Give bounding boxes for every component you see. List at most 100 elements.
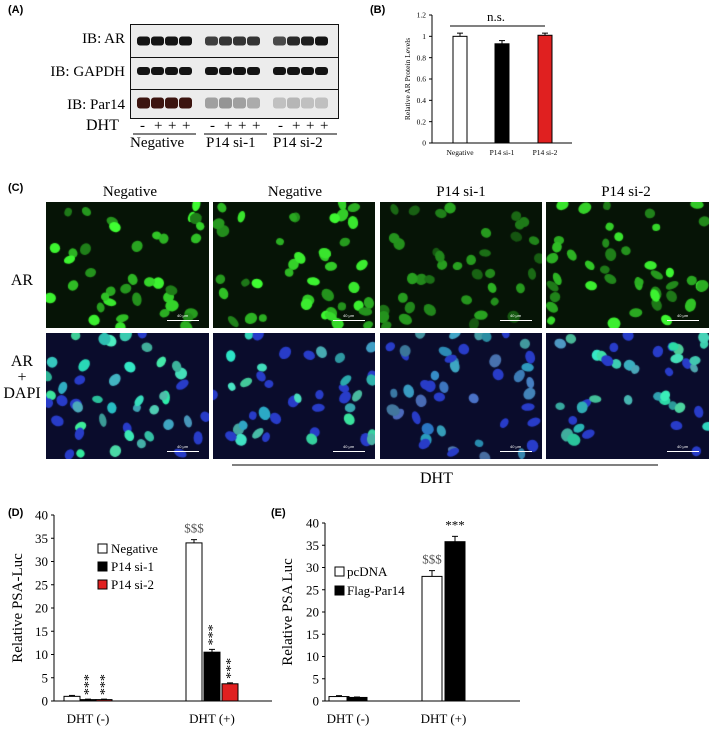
group-label-negative: Negative [130,135,185,151]
chart-b: 0 0.2 0.4 0.6 0.8 1 1.2 Negative P14 si-1 P14 si-… [403,9,572,157]
blot-band [137,36,150,46]
chart-b-ylabel: Relative AR Protein Levels [403,38,412,120]
chart-e-ylabel: Relative PSA Luc [280,558,296,666]
micrograph-ar-dapi [213,333,375,459]
chart-d-legend-swatch [97,543,108,554]
scale-bar [333,320,365,321]
scale-bar [167,451,199,452]
panel-b-letter: (B) [370,4,386,16]
scale-bar [500,451,532,452]
row-label-ar-dapi: AR + DAPI [3,353,41,402]
blot-band [315,67,328,75]
chart-e-ytick-label: 0 [313,694,320,709]
blot-band [151,36,164,46]
dht-sign: - [210,118,215,134]
chart-e-sig-label: *** [445,517,465,532]
blot-band [165,97,178,109]
dht-sign: + [154,118,163,134]
chart-e-ytick-label: 25 [306,582,319,597]
scale-bar [167,320,199,321]
chart-b-xtick-label: Negative [446,148,474,157]
chart-e-legend-swatch [334,566,345,577]
micrograph-ar-dapi [46,333,209,459]
chart-d-bar [79,699,97,702]
chart-d-sig-label: *** [98,674,113,695]
col-label-3: P14 si-1 [436,184,486,200]
blot-band [151,97,164,109]
chart-d-legend-label: P14 si-2 [111,577,154,592]
chart-d-ytick-label: 0 [42,694,49,709]
chart-d-xtick-label: DHT (+) [189,711,235,726]
dht-sign: - [278,118,283,134]
scale-bar [500,320,532,321]
chart-e-legend-swatch [334,585,345,596]
chart-b-ytick-label: 0.4 [417,96,427,105]
dht-sign: + [182,118,191,134]
chart-b-ytick-label: 0 [422,139,426,148]
chart-b-xtick-label: P14 si-1 [490,148,515,157]
blot-band [287,36,300,46]
chart-d-legend-swatch [97,561,108,572]
blot-band [165,67,178,75]
blot-band [301,36,314,46]
dht-sign: + [292,118,301,134]
blot-band [151,67,164,75]
panel-e-letter: (E) [271,507,286,519]
chart-d-xtick-label: DHT (-) [67,711,110,726]
micrograph-ar-dapi [546,333,709,459]
chart-b-xtick-label: P14 si-2 [533,148,558,157]
chart-b-ytick-label: 1 [422,32,426,41]
chart-d-ylabel: Relative PSA-Luc [10,553,26,663]
chart-d-legend-label: P14 si-1 [111,559,154,574]
blot-band [247,36,260,46]
blot-band [315,97,328,109]
dht-sign: + [252,118,261,134]
blot-gapdh [130,57,339,90]
scale-bar-label: 40 μm [343,444,355,449]
chart-b-ytick-label: 0.8 [417,53,427,62]
chart-e-xtick-label: DHT (-) [327,711,370,726]
panel-d-letter: (D) [8,507,24,519]
blot-band [247,67,260,75]
chart-e-ytick-label: 5 [313,671,320,686]
chart-b-ytick-label: 0.6 [417,75,427,84]
chart-e-bar [328,696,350,702]
blot-band [205,36,218,46]
chart-d-legend-swatch [97,579,108,590]
dht-bracket-label: DHT [420,470,453,487]
blot-band [205,67,218,75]
chart-e-legend-label: pcDNA [347,564,388,579]
scale-bar-label: 40 μm [677,313,689,318]
chart-d-bar [203,651,221,702]
dht-sign: + [320,118,329,134]
chart-e-ytick-label: 20 [306,605,319,620]
scale-bar-label: 40 μm [343,313,355,318]
chart-d-sig-label: *** [82,674,97,695]
micrograph-ar [46,202,209,328]
blot-band [137,67,150,75]
scale-bar-label: 40 μm [510,313,522,318]
chart-d-bar [221,683,239,702]
chart-b-bar [537,34,553,144]
chart-e: 0 5 10 15 20 25 30 35 40 $$$ *** DHT (-) DHT (+) Rela… [280,516,520,726]
micrograph-ar [213,202,375,328]
chart-e-ytick-label: 40 [306,516,319,531]
blot-band [273,67,286,75]
blot-band [219,36,232,46]
chart-d-bar [63,695,81,702]
scale-bar-label: 40 μm [510,444,522,449]
blot-band [301,67,314,75]
blot-band [165,36,178,46]
blot-band [233,67,246,75]
blot-band [287,97,300,109]
dht-sign: + [306,118,315,134]
micrograph-ar [380,202,542,328]
blot-band [301,97,314,109]
blot-band [179,67,192,75]
blot-band [273,36,286,46]
blot-label-gapdh: IB: GAPDH [50,64,125,80]
scale-bar-label: 40 μm [677,444,689,449]
chart-d-ytick-label: 15 [35,624,48,639]
blot-band [219,67,232,75]
blot-band [219,97,232,109]
